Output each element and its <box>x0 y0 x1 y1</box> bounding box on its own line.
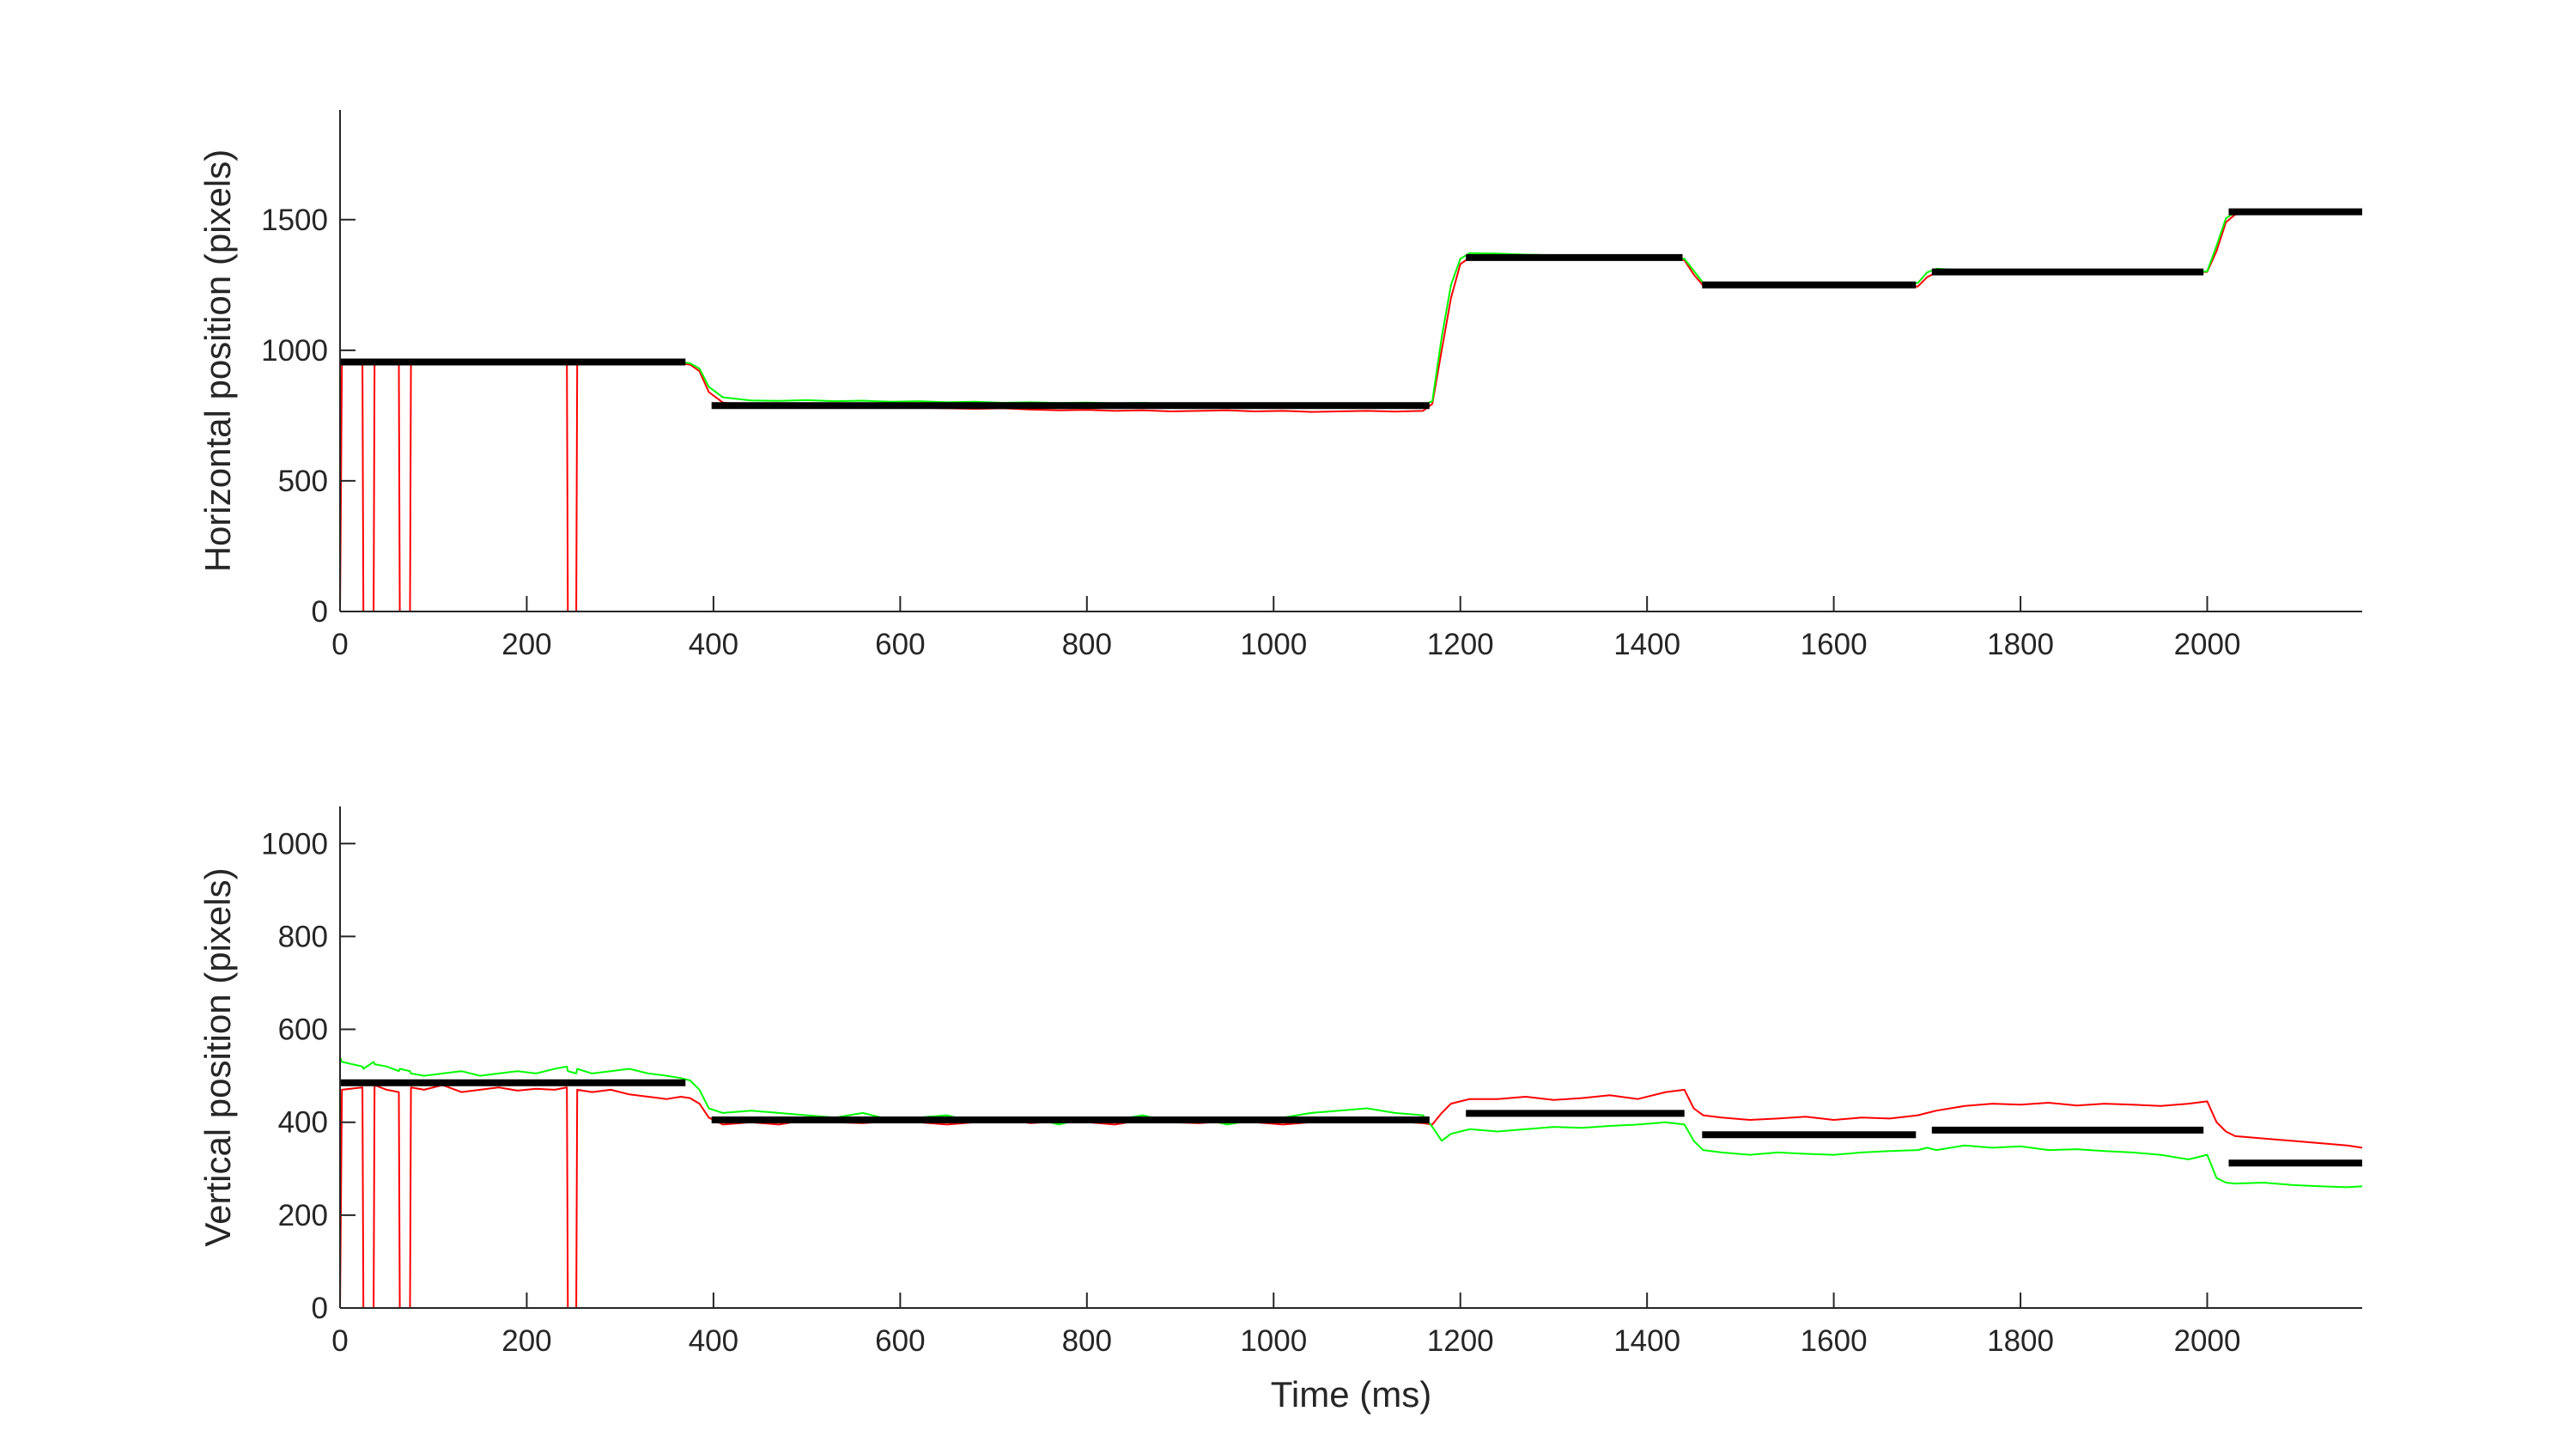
x-axis-label: Time (ms) <box>1271 1374 1431 1414</box>
y-tick-label: 500 <box>278 465 328 498</box>
x-tick-label: 1000 <box>1240 1324 1307 1358</box>
y-tick-label: 600 <box>278 1013 328 1047</box>
trace-line <box>339 1056 2363 1189</box>
x-tick-label: 1000 <box>1240 628 1307 661</box>
x-tick-label: 600 <box>875 1324 925 1358</box>
x-tick-label: 800 <box>1062 1324 1112 1358</box>
axes: 0 200 400 600 800 1000 1200 1400 1600 1800 2000 0 50… <box>197 110 2363 661</box>
x-tick-label: 200 <box>501 1324 551 1358</box>
x-tick-label: 0 <box>331 1324 348 1358</box>
y-tick-label: 0 <box>312 595 328 629</box>
x-tick-label: 1800 <box>1987 628 2054 661</box>
x-tick-label: 1600 <box>1801 1324 1868 1358</box>
x-tick-label: 1200 <box>1427 628 1494 661</box>
y-tick-label: 800 <box>278 920 328 953</box>
x-tick-label: 0 <box>331 628 348 661</box>
trace-line <box>339 210 2363 407</box>
x-tick-label: 1200 <box>1427 1324 1494 1358</box>
y-tick-label: 1500 <box>261 204 328 237</box>
x-tick-label: 2000 <box>2174 628 2241 661</box>
target-line <box>340 208 2362 410</box>
x-tick-label: 1400 <box>1613 1324 1680 1358</box>
y-tick-label: 1000 <box>261 827 328 861</box>
y-axis-label: Vertical position (pixels) <box>197 867 238 1246</box>
y-tick-label: 1000 <box>261 334 328 368</box>
y-tick-label: 400 <box>278 1106 328 1140</box>
x-tick-label: 1400 <box>1613 628 1680 661</box>
y-axis-label: Horizontal position (pixels) <box>197 149 238 573</box>
y-tick-label: 0 <box>312 1292 328 1325</box>
x-tick-label: 1800 <box>1987 1324 2054 1358</box>
x-tick-label: 600 <box>875 628 925 661</box>
x-tick-label: 400 <box>689 628 738 661</box>
y-tick-label: 200 <box>278 1199 328 1232</box>
x-tick-label: 800 <box>1062 628 1112 661</box>
x-tick-label: 400 <box>689 1324 738 1358</box>
axes: 0 200 400 600 800 1000 1200 1400 1600 1800 2000 0 20… <box>197 806 2363 1414</box>
x-tick-label: 1600 <box>1801 628 1868 661</box>
x-tick-label: 2000 <box>2174 1324 2241 1358</box>
target-line <box>340 1079 2362 1167</box>
x-tick-label: 200 <box>501 628 551 661</box>
